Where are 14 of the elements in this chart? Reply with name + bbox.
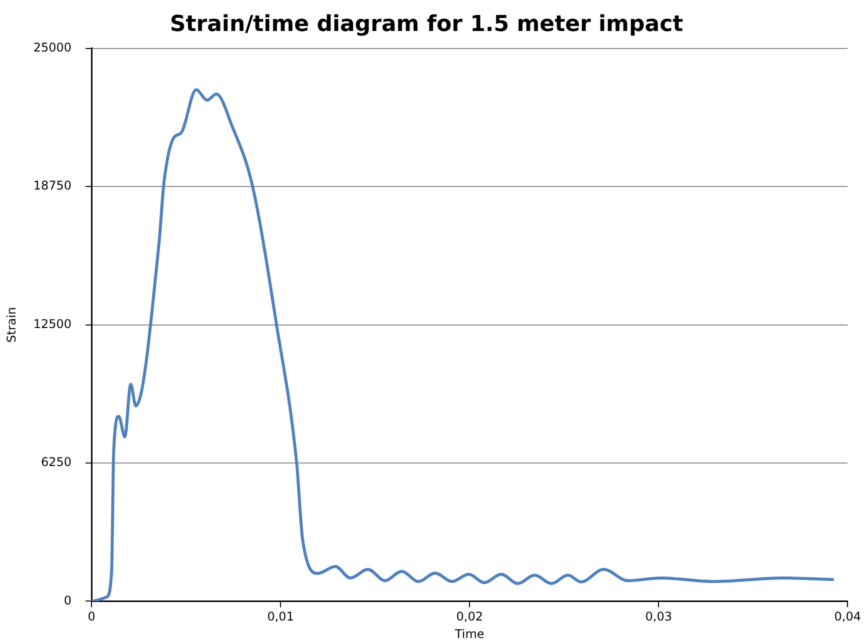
y-tick-label: 12500 — [33, 316, 72, 331]
line-series — [92, 88, 834, 602]
y-axis-title: Strain — [4, 307, 18, 343]
y-tick-label: 0 — [64, 593, 72, 608]
y-tick-label: 18750 — [33, 178, 72, 193]
x-tick-label: 0,03 — [645, 610, 672, 624]
x-tick-label: 0,02 — [456, 610, 483, 624]
y-tick-label: 6250 — [41, 455, 72, 470]
x-tick-label: 0,01 — [267, 610, 294, 624]
x-axis-title: Time — [454, 626, 484, 641]
y-tick-label: 25000 — [33, 40, 72, 55]
x-tick-label: 0,04 — [834, 610, 861, 624]
chart-title: Strain/time diagram for 1.5 meter impact — [170, 12, 684, 37]
x-tick-label: 0 — [88, 610, 96, 624]
